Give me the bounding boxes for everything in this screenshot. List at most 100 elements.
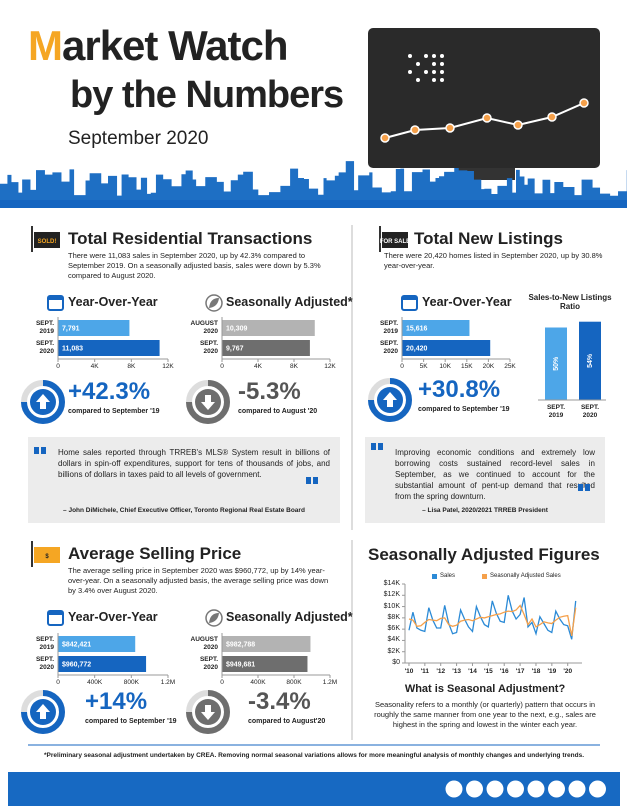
- logo-dot: [416, 62, 420, 66]
- x-tick-label: '16: [499, 668, 509, 675]
- logo-dot: [440, 70, 444, 74]
- chart-title: Seasonally Adjusted Figures: [368, 545, 600, 564]
- footnote: *Preliminary seasonal adjustment underta…: [44, 752, 584, 759]
- quote-text: Home sales reported through TRREB's MLS®…: [58, 448, 330, 479]
- x-tick-label: 4K: [90, 363, 99, 370]
- quote-author: – Lisa Patel, 2020/2021 TRREB President: [422, 507, 548, 514]
- board-dot: [380, 133, 390, 143]
- value-label: 50%: [553, 356, 560, 371]
- social-icon: [568, 780, 586, 798]
- y-tick-label: $2K: [387, 647, 400, 655]
- x-tick-label: 15K: [461, 363, 473, 370]
- bar: [402, 340, 491, 356]
- board-panel: [368, 28, 600, 168]
- note-title: What is Seasonal Adjustment?: [404, 683, 566, 695]
- legend-label: Sales: [440, 573, 456, 579]
- x-tick-label: 10K: [439, 363, 451, 370]
- x-tick-label: 20K: [482, 363, 495, 370]
- category-label: SEPT. 2020: [379, 340, 398, 355]
- footer-text: Brought to you by GTA REALTORS® and TRRE…: [32, 781, 403, 795]
- x-tick-label: 4K: [254, 363, 262, 370]
- icon: [402, 296, 417, 300]
- note-text: Seasonality refers to a monthly (or quar…: [374, 700, 596, 729]
- quote-box: [365, 437, 605, 523]
- social-icon: [445, 780, 463, 798]
- x-tick-label: '14: [468, 668, 477, 675]
- icon: [401, 295, 418, 311]
- x-tick-label: '12: [436, 668, 446, 675]
- social-icon: [486, 780, 504, 798]
- stat-note: compared to August'20: [248, 718, 326, 725]
- stat-ring: [21, 690, 65, 734]
- legend-swatch: [432, 574, 437, 579]
- quote-box: [28, 437, 340, 523]
- chart-title: Year-Over-Year: [422, 295, 512, 309]
- stat-arrow: [383, 392, 397, 407]
- chart-title: Seasonally Adjusted*: [226, 610, 353, 624]
- section-text: There were 11,083 sales in September 202…: [68, 251, 321, 280]
- legend-swatch: [482, 574, 487, 579]
- series-line: [408, 595, 577, 640]
- x-tick-label: 0: [56, 679, 60, 686]
- category-label: AUGUST 2020: [190, 636, 218, 651]
- icon: [205, 609, 223, 627]
- x-tick-label: 800K: [123, 679, 139, 686]
- category-label: SEPT. 2019: [379, 320, 398, 335]
- stat-note: compared to September '19: [68, 408, 160, 415]
- board-line: [384, 102, 585, 139]
- value-label: $949,681: [226, 662, 255, 669]
- social-icon: [589, 780, 606, 798]
- category-label: AUGUST 2020: [190, 320, 218, 335]
- section-text: There were 20,420 homes listed in Septem…: [384, 251, 603, 270]
- bar: [58, 656, 147, 672]
- stat-arc: [186, 690, 230, 734]
- category-label: SEPT. 2019: [35, 636, 54, 651]
- x-tick-label: 400K: [250, 679, 266, 686]
- bar: [222, 636, 311, 652]
- bar: [58, 636, 136, 652]
- y-tick-label: $12K: [383, 591, 400, 599]
- y-tick-label: $0: [392, 659, 400, 666]
- stat-arrow: [36, 394, 50, 409]
- social-icon: [507, 780, 524, 798]
- stat-value: -3.4%: [248, 688, 311, 715]
- value-label: 20,420: [406, 346, 428, 353]
- board-dot: [579, 98, 589, 108]
- x-tick-label: 1.2M: [160, 679, 176, 686]
- value-label: $960,772: [62, 662, 91, 669]
- board-dot: [445, 123, 455, 133]
- value-label: 9,767: [226, 346, 244, 353]
- stat-note: compared to September '19: [85, 718, 177, 725]
- x-tick-label: 0: [220, 679, 224, 686]
- x-tick-label: '19: [547, 668, 557, 675]
- stat-icon: [30, 389, 56, 415]
- badge-text: SOLD!: [38, 239, 57, 245]
- bar: [222, 340, 310, 356]
- skyline-base: [0, 200, 627, 208]
- stat-value: -5.3%: [238, 378, 301, 405]
- icon: [47, 610, 64, 626]
- y-tick-label: $10K: [383, 602, 400, 610]
- value-label: 7,791: [62, 326, 80, 333]
- logo-dot: [408, 54, 412, 58]
- category-label: SEPT. 2020: [35, 340, 54, 355]
- stat-icon: [195, 699, 221, 725]
- category-label: SEPT. 2020: [35, 656, 54, 671]
- badge-text: FOR SALE: [380, 239, 410, 245]
- x-tick-label: '20: [563, 668, 573, 675]
- y-tick-label: $14K: [383, 580, 400, 587]
- quote-author: – John DiMichele, Chief Executive Office…: [63, 507, 305, 514]
- x-tick-label: 12K: [324, 363, 336, 370]
- stat-ring: [368, 378, 412, 422]
- logo-dot: [424, 70, 428, 74]
- chart-title: Year-Over-Year: [68, 610, 158, 624]
- stat-value: +30.8%: [418, 376, 501, 403]
- stat-arc: [21, 380, 65, 424]
- icon: [47, 295, 64, 311]
- stat-note: compared to August '20: [238, 408, 318, 415]
- stat-arrow: [36, 704, 50, 719]
- icon: [205, 294, 223, 312]
- section-title: Total New Listings: [414, 229, 563, 248]
- stat-icon: [377, 387, 403, 413]
- stat-note: compared to September '19: [418, 406, 510, 413]
